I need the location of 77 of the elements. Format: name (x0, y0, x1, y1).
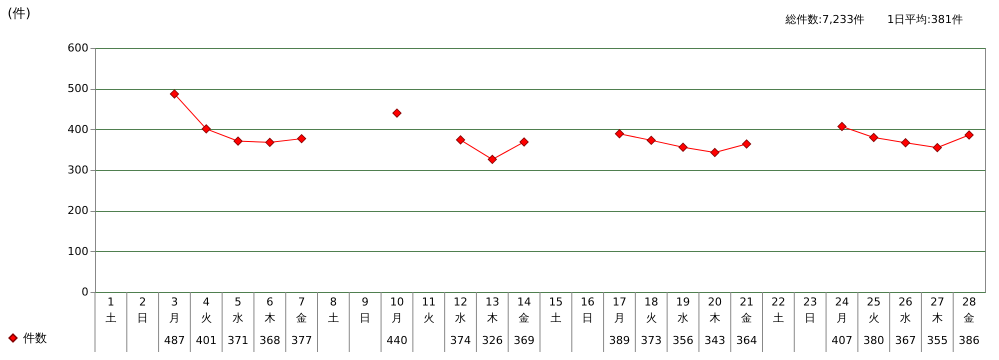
point (710, 148, 720, 158)
point (202, 124, 211, 134)
x-tick-label: 19 水 (676, 296, 690, 324)
data-label: 401 (196, 334, 217, 347)
y-tick-label: 500 (68, 82, 88, 96)
text: 総件数:7,233件 (784, 13, 865, 26)
x-tick-label: 2 日 (137, 296, 148, 324)
x-tick-label: 20 木 (708, 296, 722, 324)
text: 1日平均:381件 (887, 13, 963, 26)
y-tick-label: 400 (68, 122, 88, 136)
data-label: 374 (450, 334, 472, 347)
data-label: 369 (514, 334, 535, 347)
data-label: 380 (863, 334, 884, 347)
point (964, 130, 974, 140)
point (869, 132, 878, 142)
data-label: 440 (386, 334, 408, 347)
x-tick-label: 18 火 (644, 296, 658, 324)
point (520, 137, 529, 147)
x-tick-label: 8 土 (328, 296, 339, 324)
data-label: 367 (895, 334, 916, 347)
data-label: 356 (672, 334, 694, 347)
data-label: 326 (482, 334, 503, 347)
data-label: 368 (259, 334, 280, 347)
x-tick-label: 22 土 (771, 296, 786, 324)
x-tick-label: 1 土 (105, 296, 116, 324)
data-label: 364 (736, 334, 758, 347)
y-tick-label: 0 (82, 286, 88, 298)
data-label: 343 (704, 334, 726, 347)
x-tick-label: 16 日 (580, 296, 595, 324)
data-label: 373 (640, 334, 662, 347)
x-tick-label: 4 火 (200, 296, 212, 324)
point (233, 136, 243, 146)
x-tick-label: 13 木 (485, 296, 500, 324)
data-label: 389 (608, 334, 630, 347)
data-label: 487 (164, 334, 185, 347)
point (900, 138, 910, 148)
x-tick-label: 14 金 (517, 296, 532, 324)
y-tick-label: 100 (68, 244, 88, 258)
x-tick-label: 28 金 (962, 296, 976, 324)
point (932, 143, 942, 152)
point (614, 129, 624, 138)
x-tick-label: 3 月 (168, 296, 180, 324)
x-tick-label: 12 水 (454, 296, 468, 324)
point (170, 89, 180, 99)
x-tick-label: 15 土 (548, 296, 563, 324)
y-tick-label: 600 (68, 42, 88, 54)
x-tick-label: 5 水 (232, 296, 244, 324)
x-tick-label: 11 火 (422, 296, 436, 324)
x-tick-label: 25 火 (866, 296, 881, 324)
point (742, 139, 752, 149)
point (678, 142, 688, 152)
point (646, 136, 656, 145)
x-tick-label: 27 木 (930, 296, 944, 324)
point (297, 134, 306, 144)
y-tick-label: 200 (68, 204, 88, 218)
x-tick-label: 10 月 (390, 296, 404, 324)
x-tick-label: 23 日 (803, 296, 818, 324)
data-label: 371 (228, 334, 249, 347)
x-tick-label: 6 木 (264, 296, 276, 324)
point (488, 154, 497, 164)
x-tick-label: 21 金 (740, 296, 754, 324)
point (392, 108, 402, 118)
y-axis-title: (件) (8, 6, 31, 22)
data-label: 377 (291, 334, 312, 347)
point (456, 135, 466, 144)
x-tick-label: 24 月 (834, 296, 849, 324)
point (837, 122, 847, 132)
data-label: 386 (958, 334, 980, 347)
y-tick-label: 300 (68, 164, 88, 176)
x-tick-label: 7 金 (296, 296, 308, 324)
data-label: 407 (831, 334, 852, 347)
x-tick-label: 9 日 (360, 296, 371, 324)
x-tick-label: 26 水 (898, 296, 913, 324)
point (265, 138, 274, 147)
legend-label: 件数 (23, 331, 47, 345)
data-label: 355 (926, 334, 948, 347)
x-tick-label: 17 月 (612, 296, 626, 324)
